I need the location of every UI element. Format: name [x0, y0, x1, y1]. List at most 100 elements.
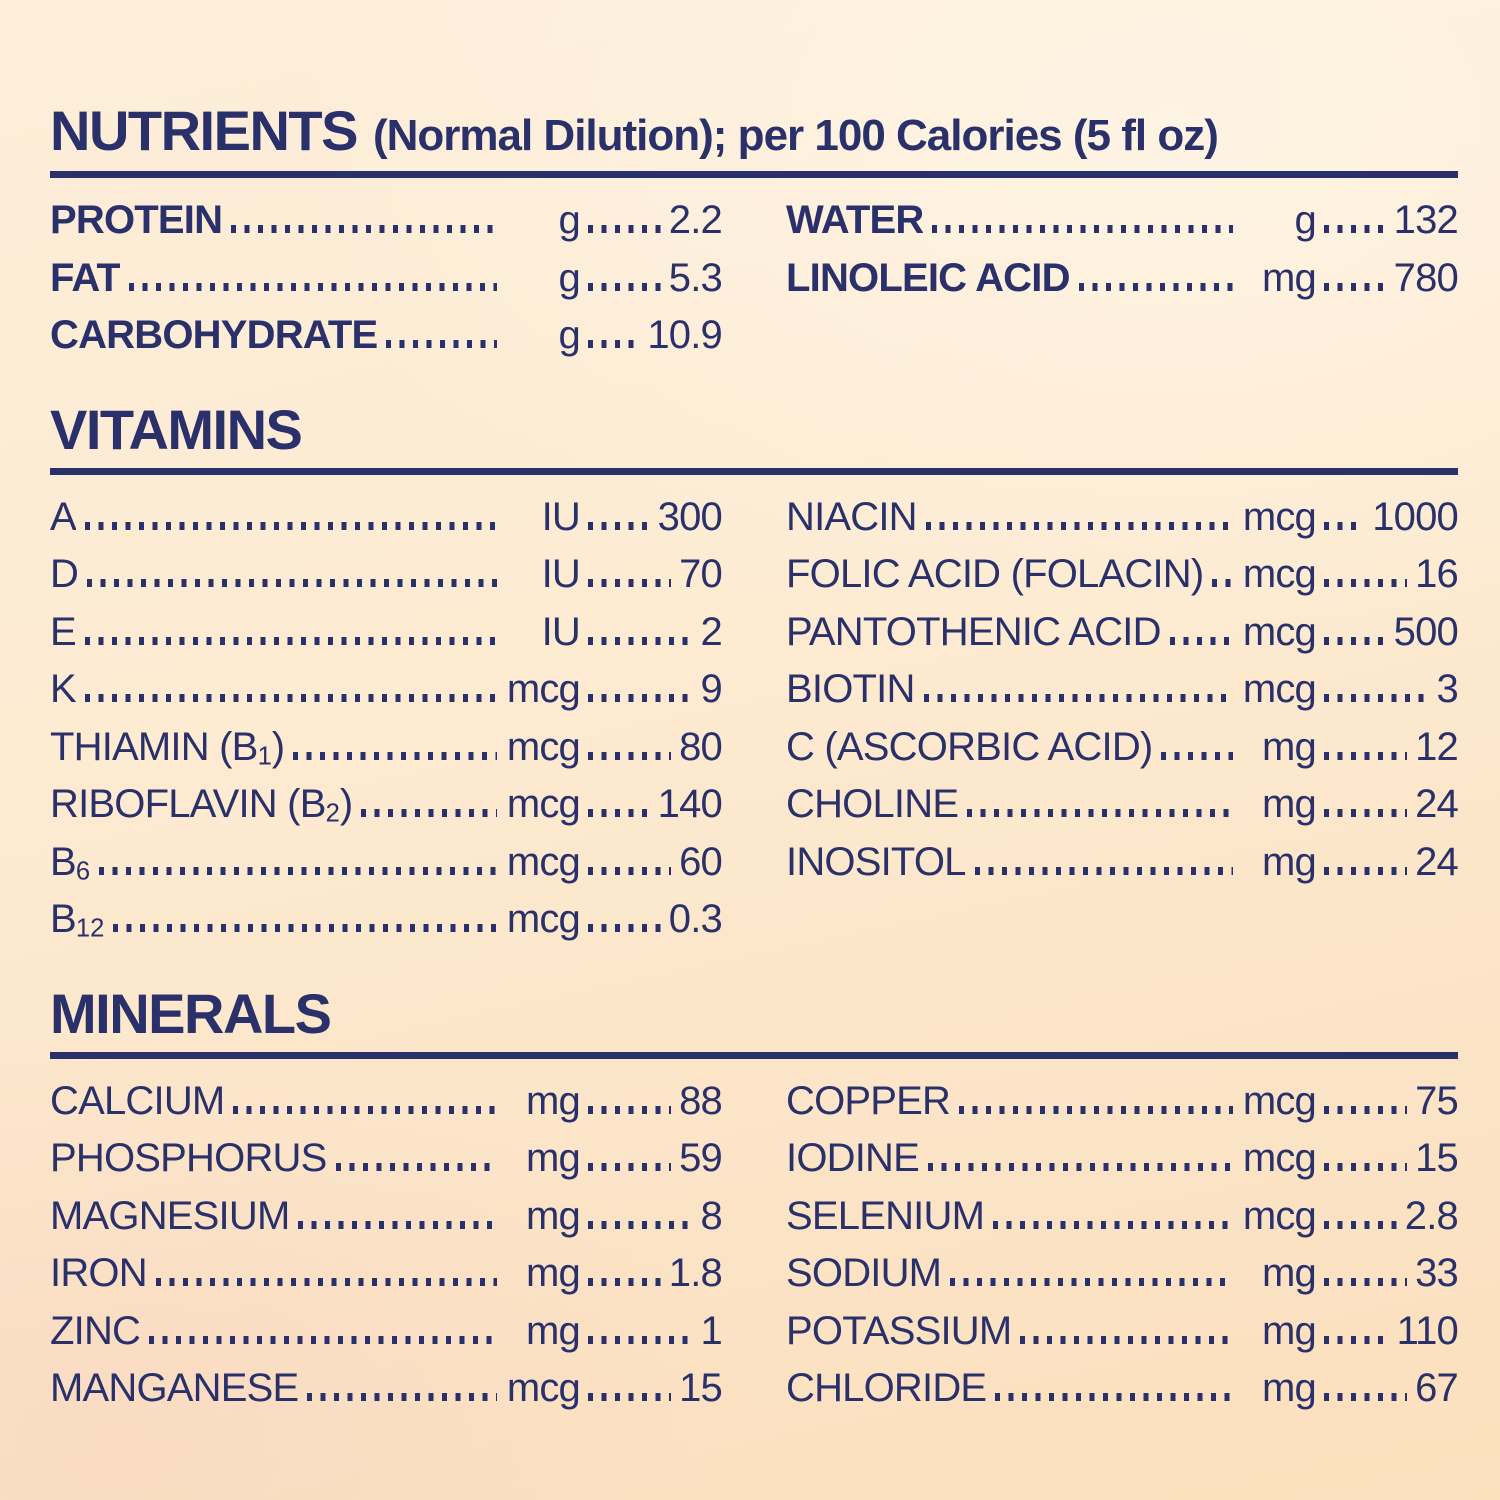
dot-leader — [588, 1220, 693, 1229]
dot-leader — [588, 694, 693, 702]
nutrient-unit: mg — [526, 1251, 581, 1295]
dot-leader — [293, 751, 497, 760]
nutrient-value: 1000 — [1372, 494, 1459, 539]
value-area: 5.3 — [580, 250, 723, 308]
value-area: 300 — [580, 489, 723, 547]
dot-leader — [1324, 225, 1386, 233]
nutrient-value: 15 — [1415, 1136, 1459, 1180]
nutrient-name: K — [50, 667, 76, 711]
nutrient-row: C (ASCORBIC ACID) mg 12 — [786, 719, 1459, 777]
section-columns: PROTEIN g 2.2 FAT g 5.3 CARBOHYDRATE g 10.9 WATER… — [50, 192, 1459, 365]
nutrient-row: THIAMIN (B1) mcg 80 — [50, 719, 723, 777]
nutrient-row: SELENIUM mcg 2.8 — [786, 1188, 1459, 1246]
dot-leader — [588, 1105, 672, 1114]
value-area: 24 — [1316, 776, 1459, 834]
value-area: 2 — [580, 604, 723, 662]
section-title: VITAMINS — [50, 397, 303, 461]
value-area: 140 — [580, 776, 723, 834]
dot-leader — [588, 225, 661, 233]
nutrient-row: ZINC mg 1 — [50, 1303, 723, 1361]
value-area: 10.9 — [580, 307, 723, 365]
nutrient-value: 33 — [1415, 1251, 1459, 1295]
nutrient-name: CALCIUM — [50, 1078, 225, 1123]
nutrient-name: PHOSPHORUS — [50, 1136, 327, 1180]
dot-leader — [231, 225, 497, 233]
dot-leader — [588, 579, 672, 587]
dot-leader — [923, 694, 1233, 702]
nutrient-name: ZINC — [50, 1308, 141, 1353]
nutrient-row: MANGANESE mcg 15 — [50, 1360, 723, 1418]
section-header: NUTRIENTS (Normal Dilution); per 100 Calo… — [50, 103, 1458, 161]
dot-leader — [959, 1105, 1233, 1114]
dot-leader — [155, 1278, 497, 1286]
nutrient-value: 1.8 — [668, 1251, 723, 1295]
nutrient-value: 59 — [679, 1136, 723, 1180]
nutrient-row: RIBOFLAVIN (B2) mcg 140 — [50, 776, 723, 834]
dot-leader — [1324, 1278, 1408, 1286]
nutrient-unit: mg — [1262, 1366, 1317, 1410]
dot-leader — [1020, 1335, 1233, 1344]
nutrient-row: SODIUM mg 33 — [786, 1245, 1459, 1303]
nutrient-value: 70 — [679, 552, 723, 596]
nutrient-name: FOLIC ACID (FOLACIN) — [786, 552, 1204, 596]
dot-leader — [1324, 694, 1429, 702]
nutrient-unit: IU — [541, 609, 581, 654]
nutrient-unit: g — [558, 255, 581, 300]
section-header: VITAMINS — [50, 397, 1458, 461]
nutrient-unit: mcg — [1242, 494, 1317, 539]
dot-leader — [588, 924, 661, 932]
value-area: 1000 — [1316, 489, 1459, 547]
dot-leader — [149, 1335, 497, 1344]
nutrient-unit: g — [1294, 198, 1317, 242]
dot-leader — [925, 521, 1233, 530]
nutrient-row: CHOLINE mg 24 — [786, 776, 1459, 834]
section-rule — [50, 1051, 1458, 1059]
nutrient-value: 75 — [1415, 1078, 1459, 1123]
nutrient-name: WATER — [786, 198, 924, 242]
nutrient-name: CHOLINE — [786, 782, 959, 826]
nutrient-name: B6 — [50, 839, 91, 886]
dot-leader — [588, 866, 672, 875]
value-area: 60 — [580, 834, 723, 892]
value-area: 1 — [580, 1303, 723, 1361]
dot-leader — [1324, 751, 1408, 760]
nutrient-value: 10.9 — [647, 313, 722, 357]
nutrient-unit: mcg — [506, 897, 581, 941]
dot-leader — [84, 694, 497, 702]
nutrient-name: SODIUM — [786, 1251, 942, 1295]
subscript: 2 — [325, 799, 340, 828]
dot-leader — [950, 1278, 1233, 1286]
nutrient-value: 8 — [700, 1193, 723, 1238]
nutrient-row: WATER g 132 — [786, 192, 1459, 250]
dot-leader — [974, 866, 1233, 875]
column-left: CALCIUM mg 88 PHOSPHORUS mg 59 MAGNESIUM mg 8 IRO… — [50, 1073, 723, 1418]
nutrient-unit: mg — [1262, 255, 1317, 300]
nutrient-row: NIACIN mcg 1000 — [786, 489, 1459, 547]
dot-leader — [1324, 809, 1408, 817]
value-area: 12 — [1316, 719, 1459, 777]
nutrient-name: C (ASCORBIC ACID) — [786, 724, 1153, 769]
nutrient-row: E IU 2 — [50, 604, 723, 662]
nutrient-unit: mcg — [1242, 1078, 1317, 1123]
section-nutrients: NUTRIENTS (Normal Dilution); per 100 Calo… — [50, 103, 1459, 365]
dot-leader — [233, 1105, 497, 1114]
dot-leader — [1324, 1335, 1389, 1344]
nutrient-unit: mcg — [1242, 1193, 1317, 1238]
value-area: 16 — [1316, 546, 1459, 604]
nutrient-name: MANGANESE — [50, 1366, 299, 1410]
nutrient-name: RIBOFLAVIN (B2) — [50, 782, 353, 828]
nutrient-name: THIAMIN (B1) — [50, 724, 285, 771]
dot-leader — [1169, 636, 1233, 645]
value-area: 2.8 — [1316, 1188, 1459, 1246]
nutrient-value: 9 — [700, 667, 723, 711]
nutrient-row: IODINE mcg 15 — [786, 1130, 1459, 1188]
value-area: 500 — [1316, 604, 1459, 662]
dot-leader — [588, 521, 650, 530]
nutrient-unit: g — [558, 198, 581, 242]
column-right: COPPER mcg 75 IODINE mcg 15 SELENIUM mcg 2.8 SODI… — [786, 1073, 1459, 1418]
dot-leader — [928, 1163, 1233, 1171]
dot-leader — [588, 282, 661, 291]
dot-leader — [1324, 1163, 1408, 1171]
section-subtitle: (Normal Dilution); per 100 Calories (5 f… — [372, 111, 1219, 160]
dot-leader — [84, 521, 497, 530]
